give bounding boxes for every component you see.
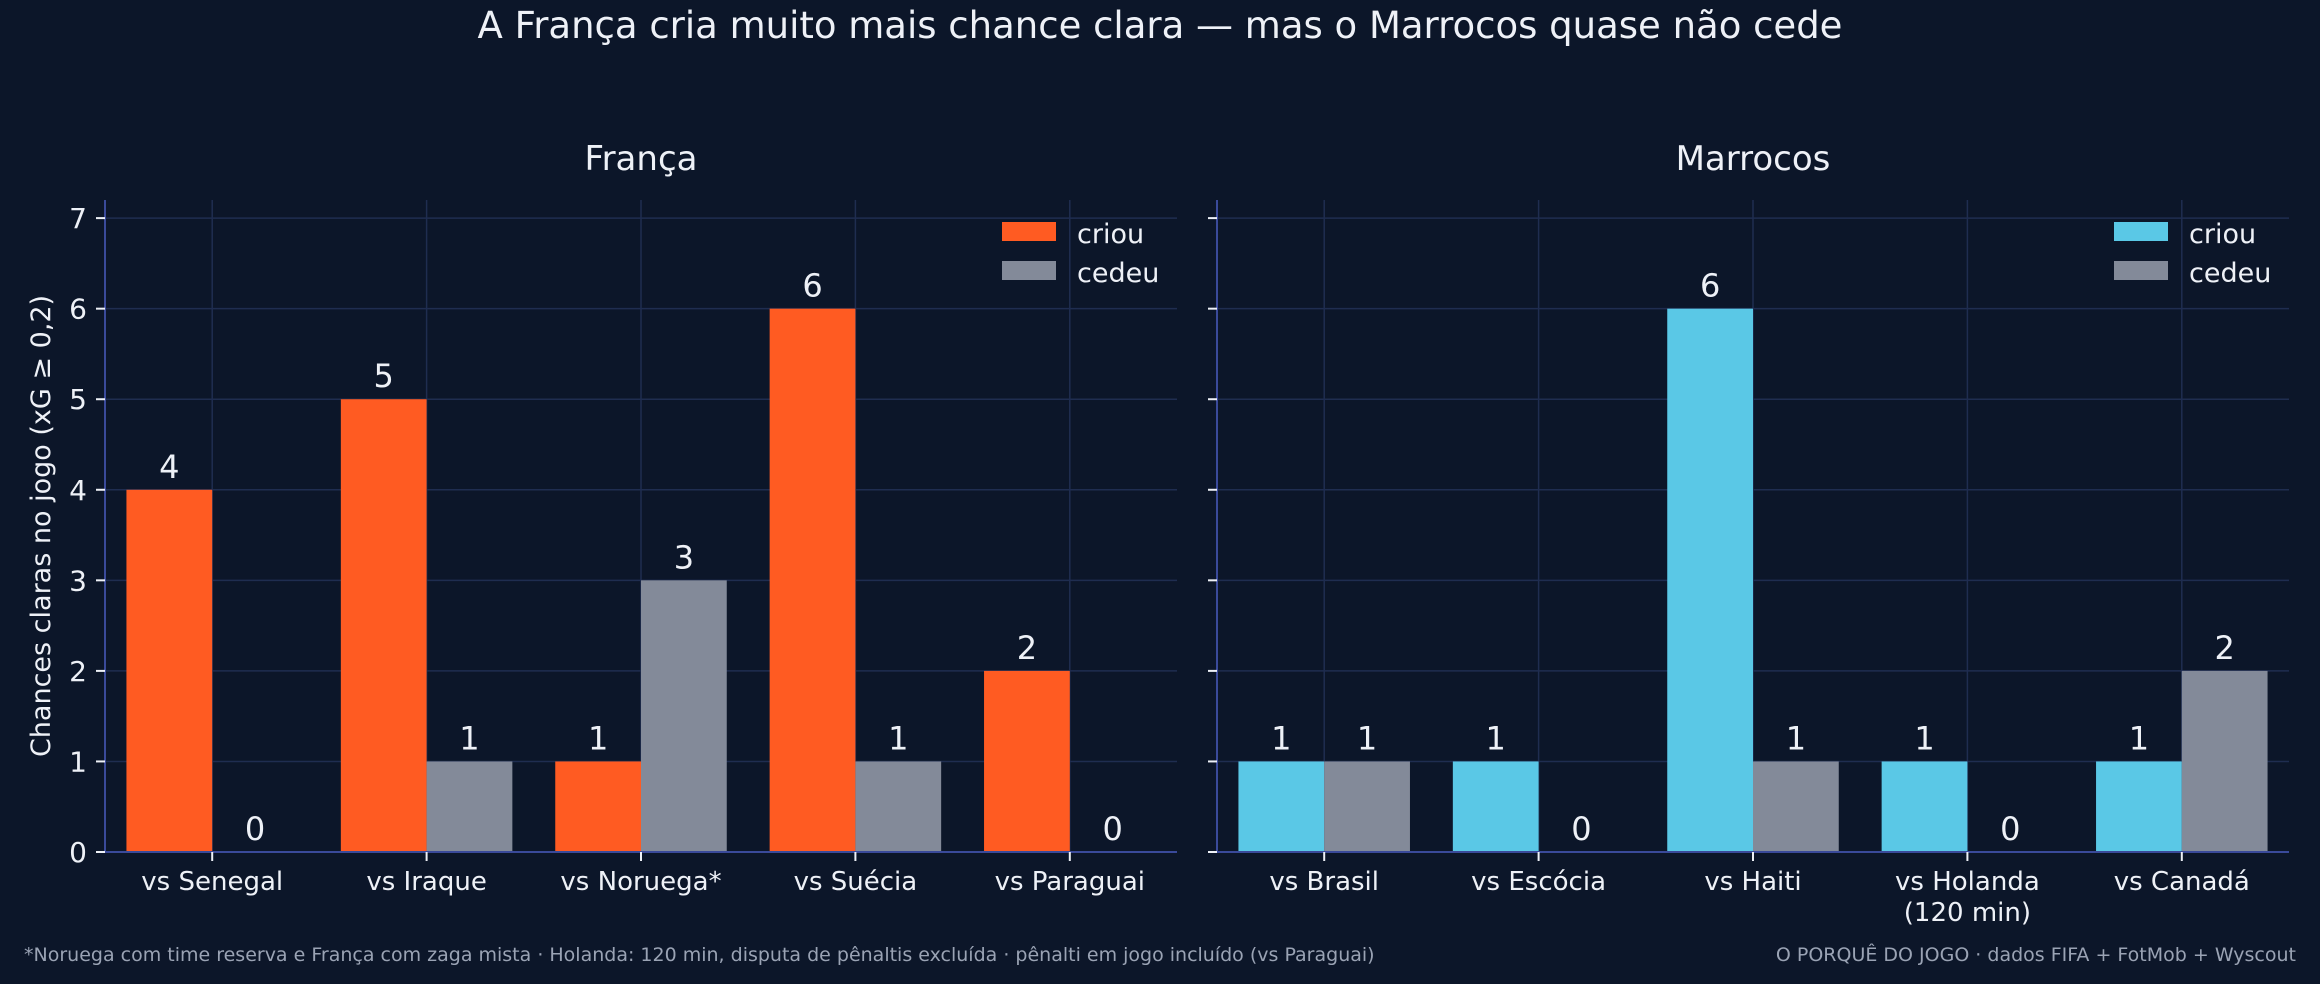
data-label-cedeu-vs-haiti: 1 [1786,719,1806,757]
data-label-criou-vs-paraguai: 2 [1017,629,1037,667]
y-tick-label: 5 [69,383,87,416]
x-tick-label-vs-brasil: vs Brasil [1269,867,1379,897]
bar-criou-vs-senegal [126,489,213,852]
y-tick-label: 2 [69,655,87,688]
bar-criou-vs-suecia [769,308,856,853]
data-label-cedeu-vs-canada: 2 [2215,629,2235,667]
x-tick-label-vs-haiti: vs Haiti [1704,867,1801,897]
data-label-criou-vs-noruega: 1 [588,719,608,757]
x-tick-label-vs-suecia: vs Suécia [794,867,918,897]
legend-label-cedeu: cedeu [2189,258,2271,289]
legend-swatch-cedeu [2114,261,2168,280]
legend-label-cedeu: cedeu [1077,258,1159,289]
bar-criou-vs-escocia [1452,761,1539,852]
y-axis-label: Chances claras no jogo (xG ≥ 0,2) [26,295,57,757]
data-label-criou-vs-iraque: 5 [374,357,394,395]
footnote-left: *Noruega com time reserva e França com z… [24,944,1375,966]
data-label-criou-vs-holanda-120-min: 1 [1914,719,1934,757]
bar-cedeu-vs-brasil [1324,761,1410,852]
bar-criou-vs-paraguai [984,670,1070,852]
bar-cedeu-vs-haiti [1753,761,1839,852]
data-label-cedeu-vs-noruega: 3 [674,538,694,576]
bar-criou-vs-iraque [340,399,427,852]
data-label-cedeu-vs-escocia: 0 [1571,810,1591,848]
y-tick-label: 7 [69,202,87,235]
bar-criou-vs-canada [2096,761,2182,852]
bar-criou-vs-haiti [1667,308,1753,853]
x-tick-label-vs-senegal: vs Senegal [141,867,283,897]
legend-swatch-criou [1002,222,1056,241]
y-tick-label: 1 [69,745,87,778]
panel-franca: 4 5 1 6 2 0 1 3 1 0 0 1 2 3 4 5 6 7 vs Senegal vs Iraque vs … [26,139,1177,897]
x-tick-label-vs-escocia: vs Escócia [1471,867,1606,897]
bar-criou-vs-noruega [555,761,641,852]
y-tick-label: 6 [69,293,87,326]
data-label-criou-vs-haiti: 6 [1700,267,1720,305]
legend-swatch-criou [2114,222,2168,241]
x-tick-label-vs-holanda-120-min: vs Holanda (120 min) [1895,867,2040,928]
data-label-cedeu-vs-paraguai: 0 [1103,810,1123,848]
legend-label-criou: criou [2189,219,2256,250]
y-tick-label: 3 [69,564,87,597]
x-tick-label-vs-paraguai: vs Paraguai [995,867,1145,897]
data-label-cedeu-vs-suecia: 1 [888,719,908,757]
data-label-criou-vs-suecia: 6 [802,267,822,305]
panel-title-marrocos: Marrocos [1676,139,1831,179]
x-tick-label-vs-iraque: vs Iraque [366,867,486,897]
data-label-criou-vs-escocia: 1 [1486,719,1506,757]
data-label-cedeu-vs-senegal: 0 [245,810,265,848]
bar-cedeu-vs-canada [2181,670,2268,852]
legend-label-criou: criou [1077,219,1144,250]
data-label-cedeu-vs-holanda-120-min: 0 [2000,810,2020,848]
data-label-criou-vs-brasil: 1 [1271,719,1291,757]
bar-criou-vs-brasil [1238,761,1325,852]
x-tick-label-vs-noruega: vs Noruega* [560,867,721,897]
data-label-cedeu-vs-iraque: 1 [459,719,479,757]
data-label-criou-vs-senegal: 4 [159,448,179,486]
panel-title-franca: França [585,139,698,179]
bar-cedeu-vs-suecia [855,761,942,852]
bar-cedeu-vs-noruega [641,580,727,852]
chart-title: A França cria muito mais chance clara — … [478,4,1843,47]
data-label-cedeu-vs-brasil: 1 [1357,719,1377,757]
footnote-right: O PORQUÊ DO JOGO · dados FIFA + FotMob +… [1775,944,2296,966]
data-label-criou-vs-canada: 1 [2129,719,2149,757]
x-tick-label-vs-canada: vs Canadá [2114,867,2250,897]
legend-swatch-cedeu [1002,261,1056,280]
y-tick-label: 0 [69,836,87,869]
bar-cedeu-vs-iraque [426,761,513,852]
y-tick-label: 4 [69,474,87,507]
bar-criou-vs-holanda-120-min [1881,761,1968,852]
